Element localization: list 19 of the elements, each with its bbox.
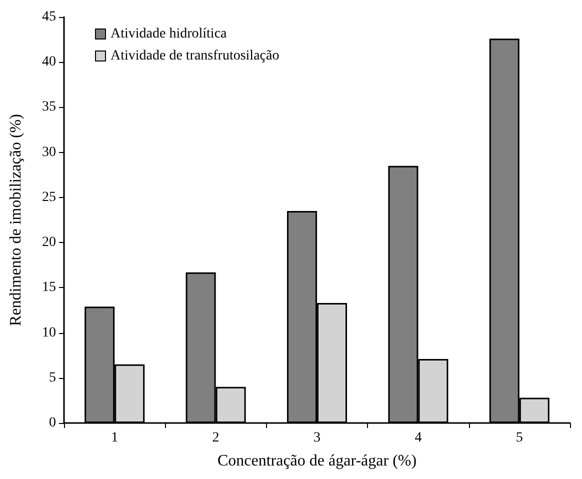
- x-axis-title: Concentração de ágar-ágar (%): [217, 452, 417, 470]
- y-axis-title: Rendimento de imobilização (%): [8, 114, 24, 326]
- x-tick-label: 2: [212, 430, 220, 446]
- y-tick-label: 25: [42, 190, 56, 205]
- x-tick-label: 3: [314, 430, 320, 446]
- y-tick-label: 15: [42, 280, 56, 296]
- y-tick-label: 45: [42, 10, 56, 24]
- x-tick-label: 4: [414, 430, 422, 446]
- y-tick-label: 30: [42, 144, 56, 160]
- y-tick-label: 40: [42, 54, 56, 70]
- legend-label: Atividade de transfrutosilação: [110, 48, 280, 64]
- legend-label: Atividade hidrolítica: [110, 26, 228, 42]
- y-tick-label: 35: [42, 100, 56, 115]
- y-tick-label: 10: [42, 325, 56, 340]
- y-tick-label: 20: [42, 235, 56, 250]
- y-tick-label: 0: [49, 416, 56, 430]
- x-tick-label: 1: [111, 430, 118, 446]
- x-tick-label: 5: [516, 430, 523, 446]
- y-tick-label: 5: [49, 370, 56, 386]
